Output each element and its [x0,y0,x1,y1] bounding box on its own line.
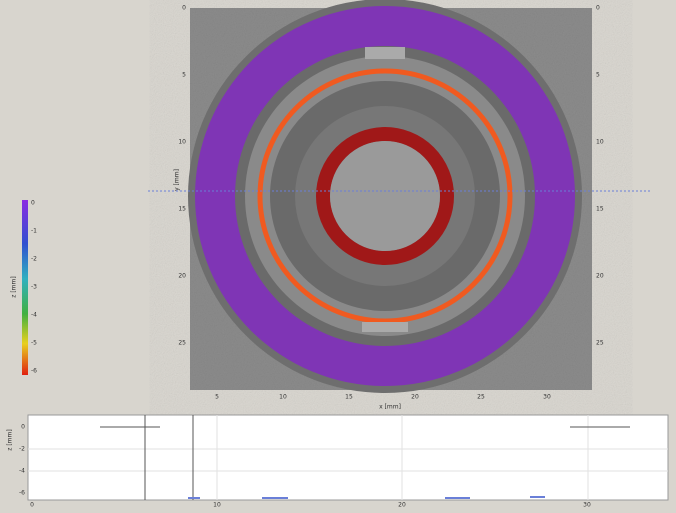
left-tick-label: 0 [182,5,186,12]
x-axis-label: x [mm] [379,404,401,411]
colorbar-tick-label: -2 [31,256,37,263]
profile-plot [28,415,668,500]
right-tick-label: 10 [596,139,604,146]
right-tick-label: 0 [596,5,600,12]
profile-y-tick-label: -4 [19,468,25,475]
profile-y-label: z [mm] [7,429,14,450]
left-tick-label: 10 [178,139,186,146]
bottom-tick-label: 15 [345,394,353,401]
profile-y-tick-label: -6 [19,490,25,497]
bottom-tick-label: 5 [215,394,219,401]
colorbar-tick-label: -6 [31,368,37,375]
profile-y-tick-label: 0 [21,424,25,431]
right-tick-label: 5 [596,72,600,79]
bottom-tick-label: 10 [279,394,287,401]
profile-x-tick-label: 20 [398,502,406,509]
profile-x-tick-label: 0 [30,502,34,509]
bottom-tick-label: 20 [411,394,419,401]
profile-y-tick-label: -2 [19,446,25,453]
profile-x-tick-label: 10 [213,502,221,509]
bottom-tick-label: 30 [543,394,551,401]
colorbar-label: z [mm] [11,276,18,297]
left-tick-label: 15 [178,206,186,213]
viewer: x [mm] y [mm] z [mm] z [mm] 0 5 10 15 20 25 0 5… [0,0,676,509]
right-tick-label: 20 [596,273,604,280]
left-tick-label: 25 [178,340,186,347]
left-tick-label: 5 [182,72,186,79]
right-tick-label: 25 [596,340,604,347]
colorbar [22,200,28,375]
right-tick-label: 15 [596,206,604,213]
left-tick-label: 20 [178,273,186,280]
colorbar-tick-label: -3 [31,284,37,291]
app-window: {"image_view": { "x_label": "x [mm]", "y… [0,0,676,509]
colorbar-tick-label: -5 [31,340,37,347]
colorbar-tick-label: 0 [31,200,35,207]
colorbar-tick-label: -1 [31,228,37,235]
profile-x-tick-label: 30 [583,502,591,509]
y-axis-label: y [mm] [174,169,181,191]
bottom-tick-label: 25 [477,394,485,401]
colorbar-tick-label: -4 [31,312,37,319]
height-map [188,0,592,393]
